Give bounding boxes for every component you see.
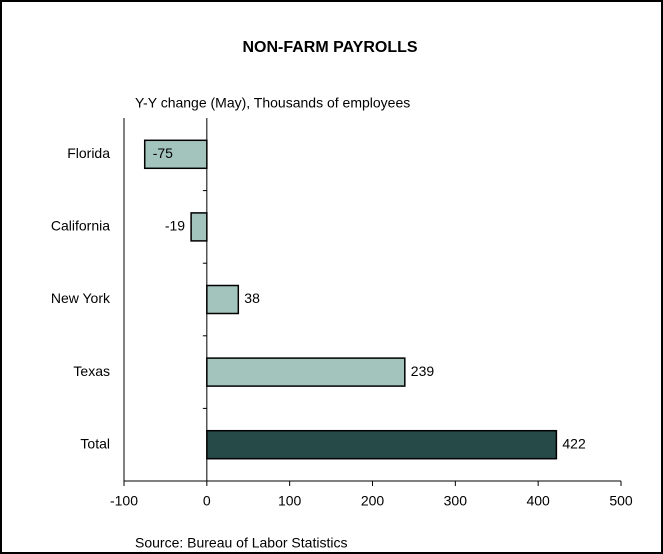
- subtitle: Y-Y change (May), Thousands of employees: [135, 95, 410, 111]
- bar: [190, 212, 208, 242]
- x-tick-label: 300: [444, 493, 468, 509]
- y-tick-label: New York: [51, 290, 111, 306]
- bar: [206, 429, 558, 460]
- x-tick-label: 500: [609, 493, 633, 509]
- y-tick-label: Florida: [67, 145, 110, 161]
- x-tick-label: -100: [110, 493, 138, 509]
- data-label: 422: [562, 435, 586, 451]
- data-label: -75: [153, 145, 173, 161]
- x-tick-label: 200: [361, 493, 385, 509]
- y-tick-label: Texas: [73, 363, 110, 379]
- x-tick-label: 400: [526, 493, 550, 509]
- bar: [143, 139, 208, 170]
- data-label: 239: [411, 363, 435, 379]
- x-tick-label: 100: [278, 493, 302, 509]
- x-tick-label: 0: [203, 493, 211, 509]
- bar: [206, 357, 406, 387]
- chart-title: NON-FARM PAYROLLS: [242, 39, 417, 56]
- data-label: 38: [244, 290, 260, 306]
- source: Source: Bureau of Labor Statistics: [135, 535, 347, 551]
- y-tick-label: Total: [80, 435, 110, 451]
- data-label: -19: [165, 218, 185, 234]
- y-tick-label: California: [51, 218, 110, 234]
- bar: [206, 284, 240, 315]
